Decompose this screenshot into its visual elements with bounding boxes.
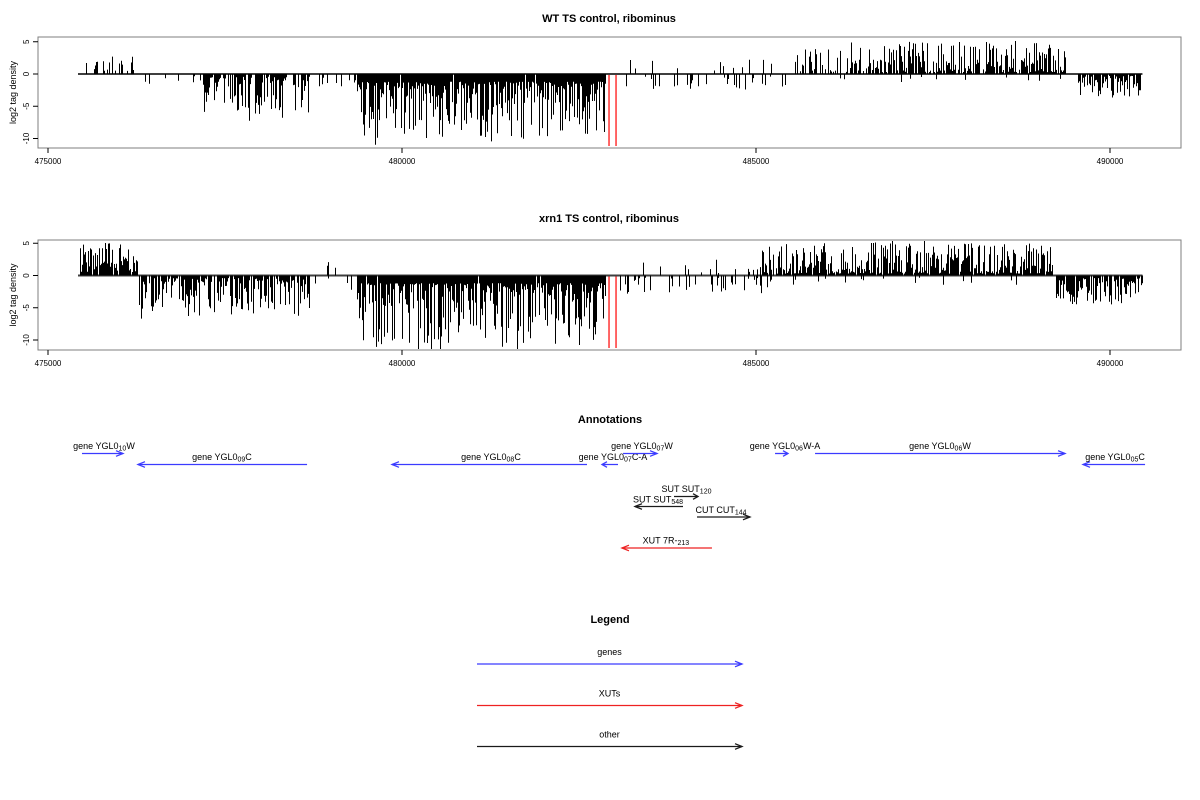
density-bars-region xyxy=(850,41,1066,74)
density-bars-region xyxy=(203,74,310,121)
density-bars-region xyxy=(357,275,606,349)
plot2-frame xyxy=(37,239,1182,351)
density-bars-region xyxy=(620,275,772,294)
density-bars-region xyxy=(795,49,848,74)
XUT-7R-213-label: XUT 7R-213 xyxy=(643,536,690,548)
y-tick-label: -10 xyxy=(22,334,31,346)
x-tick-label: 485000 xyxy=(743,157,770,166)
y-tick-label: 5 xyxy=(22,240,31,245)
density-bars-region xyxy=(762,241,1053,276)
SUT-SUT548-label: SUT SUT548 xyxy=(633,495,683,507)
CUT-CUT144-label: CUT CUT144 xyxy=(696,505,747,517)
density-bars-region xyxy=(1078,74,1141,98)
legend-genes-arrow-head xyxy=(734,660,744,668)
y-tick-label: -5 xyxy=(22,304,31,312)
CUT-CUT144-arrow-head xyxy=(742,513,752,521)
legend-title: Legend xyxy=(590,614,629,626)
density-bars-region xyxy=(327,262,336,276)
gene-YGL006W-arrow-head xyxy=(1057,450,1067,457)
gene-YGL009C-arrow-head xyxy=(136,461,146,468)
density-bars-region xyxy=(626,74,786,90)
SUT-SUT120-arrow-head xyxy=(692,493,700,500)
x-tick-label: 475000 xyxy=(35,157,62,166)
density-bars-region xyxy=(86,56,134,74)
legend-XUTs-arrow-head xyxy=(734,702,744,709)
x-tick-label: 480000 xyxy=(389,359,416,368)
legend-item-label: genes xyxy=(597,647,622,657)
legend-block: genes XUTs other xyxy=(477,647,744,750)
y-tick-label: 5 xyxy=(22,39,31,44)
gene-YGL005C-arrow-head xyxy=(1081,461,1091,468)
gene-YGL010W-label: gene YGL010W xyxy=(73,441,135,453)
gene-YGL009C-label: gene YGL009C xyxy=(192,452,252,464)
density-bars-region xyxy=(139,275,310,319)
plot1-frame xyxy=(37,36,1182,149)
annotations-track: gene YGL010W gene YGL009C gene YGL008C gene… xyxy=(73,441,1145,552)
XUT-7R-213-arrow-head xyxy=(620,544,630,552)
density-bars-region xyxy=(1056,275,1143,305)
gene-YGL007C-A-arrow-head xyxy=(600,461,608,468)
x-tick-label: 480000 xyxy=(389,157,416,166)
density-bars-region xyxy=(357,74,606,145)
density-bars-region xyxy=(793,275,1017,285)
legend-item-label: other xyxy=(599,730,620,740)
legend-item-label: XUTs xyxy=(599,689,621,699)
plot2-ylabel: log2 tag density xyxy=(8,263,18,327)
y-tick-label: 0 xyxy=(22,71,31,76)
plot2-density-track: 475000 480000 485000 490000 5 0 -5 -10 xyxy=(22,240,1143,368)
density-bars-region xyxy=(630,59,772,74)
gene-YGL007W-label: gene YGL007W xyxy=(611,441,673,453)
SUT-SUT548-arrow-head xyxy=(633,503,643,510)
gene-YGL008C-arrow-head xyxy=(390,461,400,468)
y-tick-label: -5 xyxy=(22,102,31,110)
density-bars-region xyxy=(315,275,352,290)
x-tick-label: 490000 xyxy=(1097,157,1124,166)
density-bars-region xyxy=(643,259,791,276)
y-tick-label: -10 xyxy=(22,132,31,144)
x-tick-label: 490000 xyxy=(1097,359,1124,368)
SUT-SUT120-label: SUT SUT120 xyxy=(661,484,711,496)
plot1-title: WT TS control, ribominus xyxy=(542,13,676,25)
x-tick-label: 485000 xyxy=(743,359,770,368)
annotations-title: Annotations xyxy=(578,414,642,426)
gene-YGL008C-label: gene YGL008C xyxy=(461,452,521,464)
gene-YGL007C-A-label: gene YGL007C-A xyxy=(579,452,648,464)
plot1-ylabel: log2 tag density xyxy=(8,60,18,124)
density-bars-region xyxy=(840,74,1061,82)
gene-YGL007W-arrow-head xyxy=(649,450,659,457)
gene-YGL006W-A-label: gene YGL006W-A xyxy=(750,441,821,453)
x-tick-label: 475000 xyxy=(35,359,62,368)
density-bars-region xyxy=(319,74,356,87)
gene-YGL010W-arrow-head xyxy=(115,450,125,457)
plot2-title: xrn1 TS control, ribominus xyxy=(539,213,679,225)
gene-YGL005C-label: gene YGL005C xyxy=(1085,452,1145,464)
density-bars-region xyxy=(80,243,138,276)
y-tick-label: 0 xyxy=(22,273,31,278)
gene-YGL006W-label: gene YGL006W xyxy=(909,441,971,453)
plot1-density-track: 475000 480000 485000 490000 5 0 -5 -10 xyxy=(22,39,1143,166)
density-bars-region xyxy=(145,74,201,84)
gene-YGL006W-A-arrow-head xyxy=(782,450,790,457)
legend-other-arrow-head xyxy=(734,743,744,750)
